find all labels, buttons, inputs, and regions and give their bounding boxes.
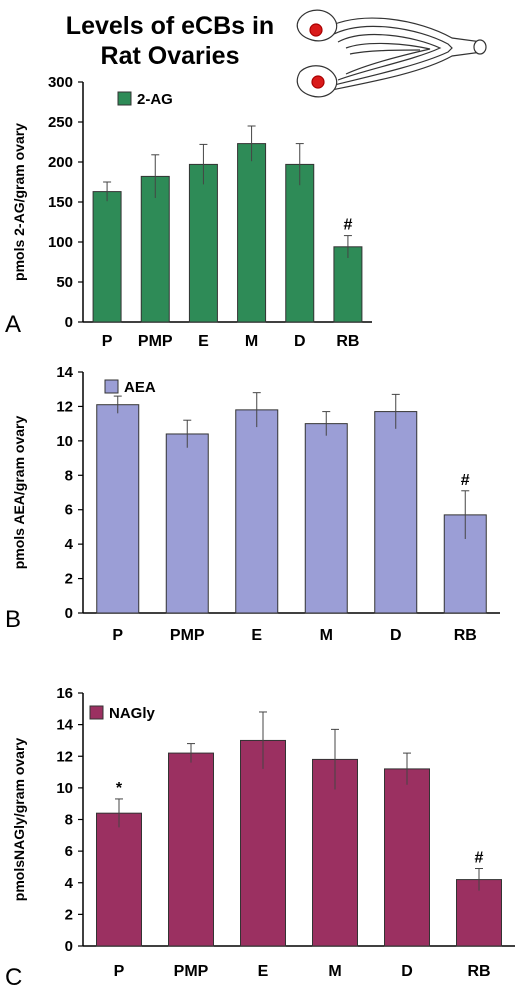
- chart-panel-C: 0 2 4 6 8 10 12 14 16 pmolsNAGly/gram ovary P PMP E M…: [5, 685, 515, 991]
- significance-marker: #: [475, 850, 484, 867]
- y-tick-label: 8: [65, 467, 73, 484]
- bar-M: [237, 143, 267, 323]
- bar-D: [374, 411, 418, 614]
- x-tick-label-D: D: [294, 333, 306, 350]
- y-tick-label: 0: [65, 605, 73, 622]
- x-tick-label-M: M: [320, 627, 333, 644]
- y-tick-label: 50: [56, 274, 73, 291]
- legend-swatch: [104, 379, 119, 394]
- chart-panel-B: 0 2 4 6 8 10 12 14 pmols AEA/gram ovary P PMP E M D RB…: [5, 364, 500, 644]
- bar-P: [96, 404, 140, 614]
- x-tick-label-D: D: [401, 963, 413, 980]
- bar-PMP: [168, 752, 214, 947]
- x-tick-label-RB: RB: [454, 627, 477, 644]
- y-tick-label: 12: [56, 748, 73, 765]
- uterus-ovaries-icon: [296, 9, 487, 98]
- figure-title-line1: Levels of eCBs in: [66, 12, 274, 40]
- x-tick-label-RB: RB: [336, 333, 359, 350]
- bar-RB: [333, 246, 363, 323]
- panel-label: B: [5, 606, 21, 633]
- y-tick-label: 0: [65, 314, 73, 331]
- x-tick-label-D: D: [390, 627, 402, 644]
- chart-panel-A: 0 50 100 150 200 250 300 pmols 2-AG/gram ovary P…: [5, 74, 372, 350]
- y-tick-label: 6: [65, 502, 73, 519]
- y-tick-label: 10: [56, 433, 73, 450]
- y-tick-label: 0: [65, 938, 73, 955]
- bar-E: [235, 409, 279, 614]
- x-tick-label-E: E: [198, 333, 209, 350]
- y-tick-label: 250: [48, 114, 73, 131]
- bar-PMP: [140, 175, 170, 323]
- legend-label: AEA: [124, 379, 156, 396]
- legend-swatch: [117, 91, 132, 106]
- bar-D: [285, 163, 315, 323]
- x-tick-label-E: E: [251, 627, 262, 644]
- significance-marker: #: [461, 472, 470, 489]
- x-tick-label-PMP: PMP: [174, 963, 209, 980]
- y-tick-label: 16: [56, 685, 73, 702]
- bar-M: [304, 423, 348, 614]
- figure-title-line2: Rat Ovaries: [101, 42, 240, 70]
- significance-marker: #: [343, 217, 352, 234]
- y-tick-label: 4: [65, 875, 74, 892]
- x-tick-label-M: M: [245, 333, 258, 350]
- bar-E: [188, 163, 218, 323]
- bar-P: [96, 812, 142, 947]
- y-axis-label: pmols AEA/gram ovary: [11, 416, 27, 570]
- panel-label: C: [5, 964, 22, 991]
- y-tick-label: 100: [48, 234, 73, 251]
- x-tick-label-E: E: [258, 963, 269, 980]
- y-axis-label: pmols 2-AG/gram ovary: [11, 123, 27, 281]
- bar-E: [240, 739, 286, 947]
- legend-swatch: [89, 705, 104, 720]
- significance-marker: *: [116, 780, 123, 797]
- panel-label: A: [5, 311, 21, 338]
- x-tick-label-P: P: [112, 627, 123, 644]
- legend-label: 2-AG: [137, 91, 173, 108]
- x-tick-label-PMP: PMP: [138, 333, 173, 350]
- y-tick-label: 2: [65, 571, 73, 588]
- y-tick-label: 300: [48, 74, 73, 91]
- y-tick-label: 2: [65, 906, 73, 923]
- y-tick-label: 4: [65, 536, 74, 553]
- x-tick-label-M: M: [328, 963, 341, 980]
- x-tick-label-RB: RB: [467, 963, 490, 980]
- y-tick-label: 14: [56, 717, 73, 734]
- y-tick-label: 6: [65, 843, 73, 860]
- x-tick-label-P: P: [114, 963, 125, 980]
- y-tick-label: 10: [56, 780, 73, 797]
- y-tick-label: 14: [56, 364, 73, 381]
- y-axis-label: pmolsNAGly/gram ovary: [11, 738, 27, 902]
- y-tick-label: 12: [56, 398, 73, 415]
- legend-label: NAGly: [109, 705, 156, 722]
- x-tick-label-PMP: PMP: [170, 627, 205, 644]
- y-tick-label: 200: [48, 154, 73, 171]
- y-tick-label: 8: [65, 812, 73, 829]
- bar-PMP: [165, 433, 209, 614]
- x-tick-label-P: P: [102, 333, 113, 350]
- bar-P: [92, 191, 122, 323]
- bar-D: [384, 768, 430, 947]
- y-tick-label: 150: [48, 194, 73, 211]
